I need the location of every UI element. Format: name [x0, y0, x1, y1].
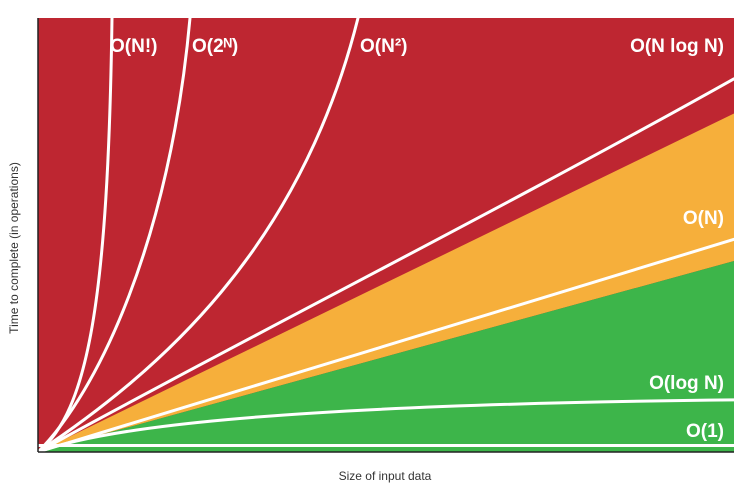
curve-labels: O(N!) O(2ᴺ) O(N²) O(N log N) O(N) O(log …: [110, 36, 724, 442]
x-axis-label: Size of input data: [339, 469, 432, 483]
curves-group: [36, 16, 736, 454]
label-constant: O(1): [686, 421, 724, 442]
curve-exponential: [36, 16, 192, 454]
label-factorial: O(N!): [110, 36, 157, 57]
y-axis-label: Time to complete (in operations): [7, 162, 21, 334]
curve-linear: [36, 237, 736, 454]
curve-linearithmic: [36, 77, 736, 454]
curve-logarithmic: [36, 398, 736, 454]
curve-quadratic: [36, 16, 360, 454]
label-linear: O(N): [683, 208, 724, 229]
label-quadratic: O(N²): [360, 36, 407, 57]
label-logarithmic: O(log N): [649, 373, 724, 394]
region-fair: [38, 113, 734, 452]
label-linearithmic: O(N log N): [630, 36, 724, 57]
label-exponential: O(2ᴺ): [192, 36, 238, 57]
